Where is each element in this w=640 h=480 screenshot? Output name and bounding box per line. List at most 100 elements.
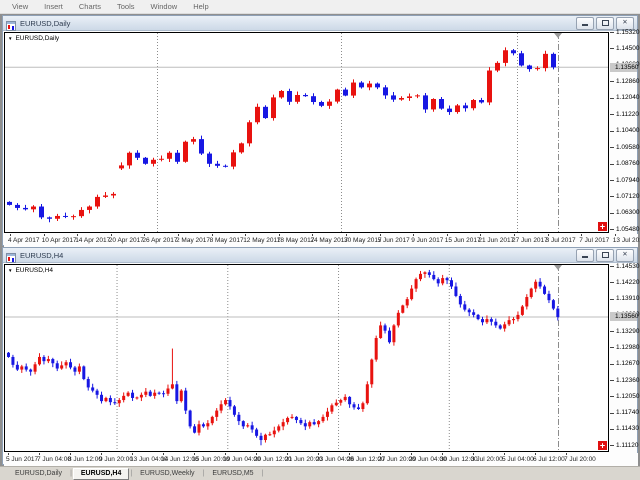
- price-tickmark: [610, 331, 614, 333]
- price-tickmark: [610, 363, 614, 365]
- time-tickmark: [101, 453, 102, 455]
- window-title: EURUSD,Daily: [20, 18, 71, 28]
- candlestick-chart[interactable]: +: [4, 32, 609, 233]
- time-tick-label: 14 Jun 12:00: [161, 456, 199, 463]
- time-tick-label: 7 Jul 2017: [579, 237, 610, 244]
- price-tick-label: 1.14500: [616, 44, 640, 52]
- restore-button[interactable]: [596, 248, 614, 262]
- price-tickmark: [610, 114, 614, 116]
- candlestick-chart-icon: [6, 18, 16, 31]
- chart-window-eurusd-daily[interactable]: EURUSD,Daily ✕ + ▼ EURUSD,Daily 1.15320 1…: [2, 15, 640, 247]
- chart-shift-icon: [554, 265, 562, 270]
- time-tick-label: 9 Jun 2017: [411, 237, 444, 244]
- minimize-button[interactable]: [576, 16, 594, 30]
- time-tick-label: 5 Jul 04:00: [502, 456, 534, 463]
- time-tickmark: [287, 453, 288, 455]
- time-tickmark: [77, 234, 79, 236]
- price-axis[interactable]: 1.145301.142201.139101.136001.132901.129…: [610, 262, 640, 452]
- price-tick-label: 1.12670: [616, 360, 640, 368]
- close-button[interactable]: ✕: [616, 16, 634, 30]
- restore-button[interactable]: [596, 16, 614, 30]
- chart-window-titlebar[interactable]: EURUSD,Daily ✕: [3, 16, 637, 31]
- time-tickmark: [380, 453, 381, 455]
- time-tick-label: 20 Apr 2017: [108, 237, 144, 244]
- time-tickmark: [70, 453, 71, 455]
- restore-icon: [601, 252, 609, 258]
- price-tick-label: 1.05480: [616, 225, 640, 233]
- tab-separator: |: [130, 470, 133, 477]
- tab-eurusd-m5[interactable]: EURUSD,M5: [212, 470, 254, 477]
- time-tickmark: [614, 234, 616, 236]
- price-tickmark: [610, 212, 614, 214]
- symbol-label[interactable]: ▼ EURUSD,H4: [8, 267, 54, 274]
- price-tickmark: [610, 380, 614, 382]
- time-tick-label: 21 Jun 20:00: [285, 456, 323, 463]
- time-tick-label: 5 Jun 2017: [6, 456, 39, 463]
- time-tickmark: [43, 234, 45, 236]
- chart-window-titlebar[interactable]: EURUSD,H4 ✕: [3, 248, 637, 263]
- time-axis[interactable]: 5 Jun 2017 7 Jun 04:00 8 Jun 12:00 9 Jun 20…: [4, 453, 638, 466]
- time-tick-label: 26 Jun 12:00: [347, 456, 385, 463]
- chart-window-eurusd-h4[interactable]: EURUSD,H4 ✕ + ▼ EURUSD,H4 1.14530 1.14220…: [2, 247, 640, 466]
- time-tickmark: [312, 234, 314, 236]
- time-tick-label: 9 Jun 20:00: [99, 456, 133, 463]
- time-tick-label: 3 Jul 20:00: [471, 456, 503, 463]
- red-corner-marker-icon: [598, 222, 607, 231]
- tab-eurusd-h4[interactable]: EURUSD,H4: [72, 467, 130, 480]
- menu-charts[interactable]: Charts: [78, 2, 101, 11]
- time-tickmark: [442, 453, 443, 455]
- price-tickmark: [610, 265, 614, 267]
- price-tickmark: [610, 428, 614, 430]
- price-tickmark: [610, 163, 614, 165]
- time-tick-label: 14 Apr 2017: [75, 237, 111, 244]
- time-tickmark: [413, 234, 415, 236]
- restore-icon: [601, 20, 609, 26]
- time-tick-label: 6 Jul 12:00: [533, 456, 565, 463]
- tab-eurusd-daily[interactable]: EURUSD,Daily: [15, 470, 63, 477]
- price-tick-label: 1.12040: [616, 94, 640, 102]
- symbol-label[interactable]: ▼ EURUSD,Daily: [8, 35, 60, 42]
- time-tickmark: [39, 453, 40, 455]
- time-tickmark: [211, 234, 213, 236]
- time-tick-label: 30 Jun 12:00: [440, 456, 478, 463]
- time-tick-label: 13 Jul 2017: [612, 237, 640, 244]
- time-tickmark: [535, 453, 536, 455]
- time-tick-label: 26 Apr 2017: [142, 237, 178, 244]
- price-tickmark: [610, 445, 614, 447]
- close-icon: ✕: [622, 250, 628, 258]
- close-button[interactable]: ✕: [616, 248, 634, 262]
- price-tick-label: 1.15320: [616, 28, 640, 36]
- price-axis[interactable]: 1.153201.145001.136801.128601.120401.112…: [610, 28, 640, 233]
- time-tick-label: 7 Jun 04:00: [37, 456, 71, 463]
- candlestick-chart[interactable]: +: [4, 264, 609, 452]
- time-tickmark: [194, 453, 195, 455]
- price-tickmark: [610, 282, 614, 284]
- tab-eurusd-weekly[interactable]: EURUSD,Weekly: [140, 470, 195, 477]
- time-tickmark: [8, 453, 9, 455]
- menu-view[interactable]: View: [12, 2, 29, 11]
- time-tick-label: 23 Jun 04:00: [316, 456, 354, 463]
- price-tick-label: 1.07120: [616, 192, 640, 200]
- price-tickmark: [610, 147, 614, 149]
- tab-separator: |: [70, 470, 72, 477]
- minimize-button[interactable]: [576, 248, 594, 262]
- time-tick-label: 5 Jun 2017: [377, 237, 410, 244]
- candlestick-chart-icon: [6, 250, 16, 263]
- price-tickmark: [610, 298, 614, 300]
- time-tickmark: [504, 453, 505, 455]
- time-tick-label: 19 Jun 04:00: [223, 456, 261, 463]
- menu-tools[interactable]: Tools: [116, 2, 135, 11]
- menu-window[interactable]: Window: [150, 2, 178, 11]
- time-tickmark: [245, 234, 247, 236]
- price-tick-label: 1.12050: [616, 392, 640, 400]
- time-tickmark: [566, 453, 567, 455]
- price-tickmark: [610, 32, 614, 33]
- time-tickmark: [346, 234, 347, 236]
- time-axis[interactable]: 4 Apr 2017 10 Apr 2017 14 Apr 2017 20 Apr 2…: [4, 234, 640, 247]
- menu-insert[interactable]: Insert: [44, 2, 63, 11]
- price-tickmark: [610, 48, 614, 50]
- menu-help[interactable]: Help: [193, 2, 209, 11]
- time-tickmark: [163, 453, 164, 455]
- time-tick-label: 13 Jun 04:00: [130, 456, 168, 463]
- price-tick-label: 1.14530: [616, 262, 640, 270]
